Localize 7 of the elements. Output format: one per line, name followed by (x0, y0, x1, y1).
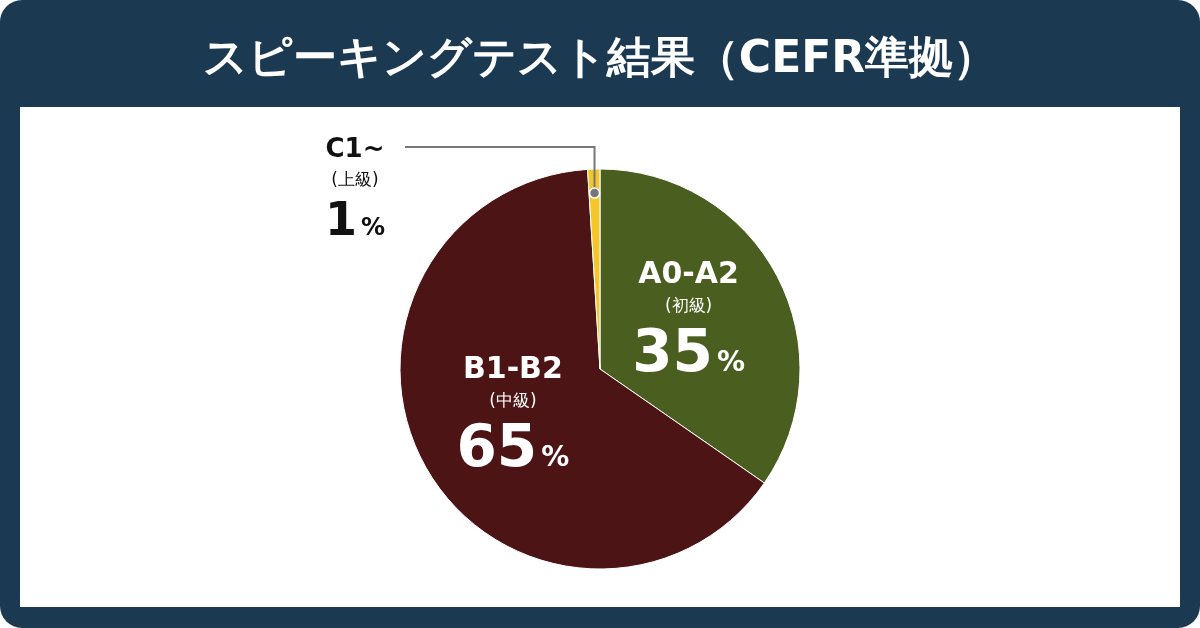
chart-title: スピーキングテスト結果（CEFR準拠） (202, 31, 998, 82)
slice-label: B1-B2 (中級) (462, 350, 563, 411)
data-label: 1% (324, 192, 386, 246)
data-label: 65% (456, 412, 570, 481)
slice-label: C1~ (上級) (325, 133, 385, 189)
data-label: 35% (632, 316, 745, 385)
slice-label: A0-A2 (初級) (638, 254, 739, 315)
